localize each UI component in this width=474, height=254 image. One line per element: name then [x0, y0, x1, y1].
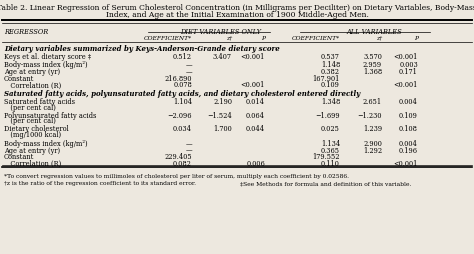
- Text: 0.171: 0.171: [399, 68, 418, 75]
- Text: 0.537: 0.537: [321, 52, 340, 60]
- Text: Index, and Age at the Initial Examination of 1900 Middle-Aged Men.: Index, and Age at the Initial Examinatio…: [106, 11, 368, 19]
- Text: —: —: [185, 61, 192, 69]
- Text: 0.109: 0.109: [321, 81, 340, 89]
- Text: Correlation (R): Correlation (R): [4, 81, 61, 89]
- Text: 0.064: 0.064: [246, 111, 265, 119]
- Text: Saturated fatty acids: Saturated fatty acids: [4, 98, 75, 105]
- Text: 3.407: 3.407: [213, 52, 232, 60]
- Text: <0.001: <0.001: [241, 52, 265, 60]
- Text: 0.196: 0.196: [399, 146, 418, 154]
- Text: —: —: [185, 68, 192, 75]
- Text: COEFFICIENT*: COEFFICIENT*: [292, 36, 340, 41]
- Text: 3.570: 3.570: [363, 52, 382, 60]
- Text: 1.239: 1.239: [363, 125, 382, 133]
- Text: Age at entry (yr): Age at entry (yr): [4, 146, 60, 154]
- Text: −1.699: −1.699: [315, 111, 340, 119]
- Text: z†: z†: [226, 36, 232, 41]
- Text: Constant: Constant: [4, 74, 35, 82]
- Text: 2.900: 2.900: [363, 139, 382, 147]
- Text: P: P: [261, 36, 265, 41]
- Text: −1.524: −1.524: [207, 111, 232, 119]
- Text: 0.109: 0.109: [399, 111, 418, 119]
- Text: Table 2. Linear Regression of Serum Cholesterol Concentration (in Milligrams per: Table 2. Linear Regression of Serum Chol…: [0, 4, 474, 12]
- Text: 0.025: 0.025: [321, 125, 340, 133]
- Text: Correlation (R): Correlation (R): [4, 160, 61, 168]
- Text: <0.001: <0.001: [241, 81, 265, 89]
- Text: 2.190: 2.190: [213, 98, 232, 105]
- Text: 0.014: 0.014: [246, 98, 265, 105]
- Text: 1.104: 1.104: [173, 98, 192, 105]
- Text: 0.108: 0.108: [399, 125, 418, 133]
- Text: 0.006: 0.006: [246, 160, 265, 168]
- Text: ‡See Methods for formula and definition of this variable.: ‡See Methods for formula and definition …: [240, 180, 411, 185]
- Text: 1.134: 1.134: [321, 139, 340, 147]
- Text: P: P: [414, 36, 418, 41]
- Text: 1.148: 1.148: [321, 61, 340, 69]
- Text: 0.004: 0.004: [399, 98, 418, 105]
- Text: Body-mass index (kg/m²): Body-mass index (kg/m²): [4, 139, 88, 147]
- Text: <0.001: <0.001: [393, 81, 418, 89]
- Text: 0.512: 0.512: [173, 52, 192, 60]
- Text: (mg/1000 kcal): (mg/1000 kcal): [4, 131, 61, 138]
- Text: REGRESSOR: REGRESSOR: [4, 28, 48, 36]
- Text: 2.959: 2.959: [363, 61, 382, 69]
- Text: COEFFICIENT*: COEFFICIENT*: [144, 36, 192, 41]
- Text: —: —: [185, 139, 192, 147]
- Text: Age at entry (yr): Age at entry (yr): [4, 68, 60, 75]
- Text: Body-mass index (kg/m²): Body-mass index (kg/m²): [4, 61, 88, 69]
- Text: (per cent cal): (per cent cal): [4, 117, 56, 125]
- Text: 0.382: 0.382: [321, 68, 340, 75]
- Text: 2.651: 2.651: [363, 98, 382, 105]
- Text: 167.901: 167.901: [313, 74, 340, 82]
- Text: <0.001: <0.001: [393, 160, 418, 168]
- Text: 0.110: 0.110: [321, 160, 340, 168]
- Text: —: —: [185, 146, 192, 154]
- Text: 0.034: 0.034: [173, 125, 192, 133]
- Text: Keys et al. dietary score ‡: Keys et al. dietary score ‡: [4, 52, 91, 60]
- Text: 0.082: 0.082: [173, 160, 192, 168]
- Text: 216.890: 216.890: [164, 74, 192, 82]
- Text: 1.292: 1.292: [363, 146, 382, 154]
- Text: DIET VARIABLES ONLY: DIET VARIABLES ONLY: [180, 28, 261, 36]
- Text: 1.700: 1.700: [213, 125, 232, 133]
- Text: Dietary variables summarized by Keys-Anderson-Grande dietary score: Dietary variables summarized by Keys-And…: [4, 45, 280, 53]
- Text: 229.405: 229.405: [164, 153, 192, 161]
- Text: 0.044: 0.044: [246, 125, 265, 133]
- Text: −1.230: −1.230: [357, 111, 382, 119]
- Text: 1.368: 1.368: [363, 68, 382, 75]
- Text: 0.078: 0.078: [173, 81, 192, 89]
- Text: z†: z†: [376, 36, 382, 41]
- Text: *To convert regression values to millimoles of cholesterol per liter of serum, m: *To convert regression values to millimo…: [4, 173, 349, 179]
- Text: 1.348: 1.348: [321, 98, 340, 105]
- Text: −2.096: −2.096: [167, 111, 192, 119]
- Text: 0.003: 0.003: [399, 61, 418, 69]
- Text: Dietary cholesterol: Dietary cholesterol: [4, 125, 69, 133]
- Text: Constant: Constant: [4, 153, 35, 161]
- Text: <0.001: <0.001: [393, 52, 418, 60]
- Text: 179.552: 179.552: [312, 153, 340, 161]
- Text: (per cent cal): (per cent cal): [4, 103, 56, 111]
- Text: 0.004: 0.004: [399, 139, 418, 147]
- Text: Saturated fatty acids, polyunsaturated fatty acids, and dietary cholesterol ente: Saturated fatty acids, polyunsaturated f…: [4, 90, 360, 98]
- Text: Polyunsaturated fatty acids: Polyunsaturated fatty acids: [4, 111, 96, 119]
- Text: †z is the ratio of the regression coefficient to its standard error.: †z is the ratio of the regression coeffi…: [4, 180, 196, 185]
- Text: 0.365: 0.365: [321, 146, 340, 154]
- Text: ALL VARIABLES: ALL VARIABLES: [346, 28, 402, 36]
